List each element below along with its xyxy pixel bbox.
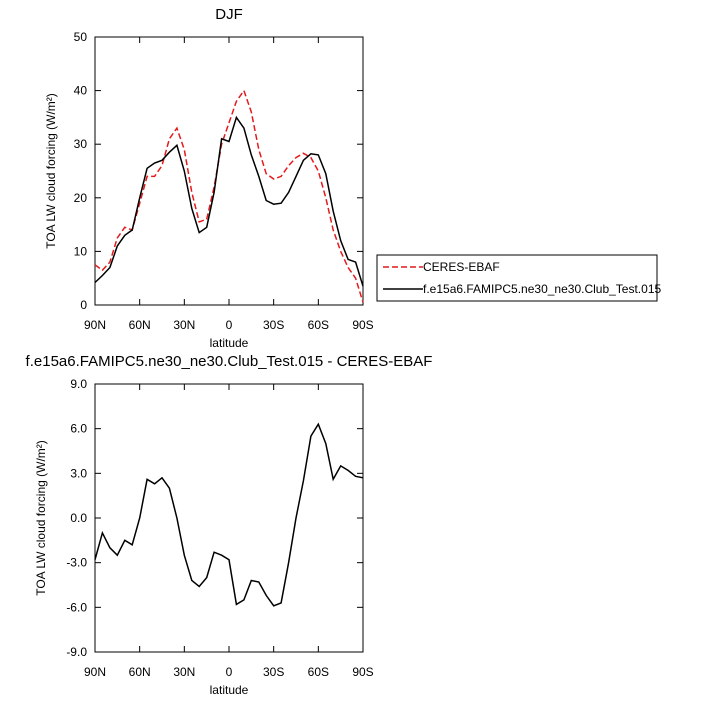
chart-title: DJF — [215, 6, 243, 23]
y-tick-label: -6.0 — [66, 600, 87, 614]
x-tick-label: 30N — [173, 318, 195, 332]
x-tick-label: 90S — [352, 318, 373, 332]
x-axis-label: latitude — [210, 336, 249, 350]
y-tick-label: -9.0 — [66, 645, 87, 659]
chart-title: f.e15a6.FAMIPC5.ne30_ne30.Club_Test.015 … — [26, 353, 433, 370]
x-tick-label: 60N — [129, 665, 151, 679]
x-tick-label: 0 — [226, 318, 233, 332]
y-tick-label: 20 — [74, 191, 88, 205]
y-tick-label: 0.0 — [70, 511, 87, 525]
x-tick-label: 90N — [84, 665, 106, 679]
y-tick-label: 3.0 — [70, 466, 87, 480]
data-line — [94, 115, 364, 287]
data-line — [94, 422, 364, 607]
x-tick-label: 60S — [308, 665, 329, 679]
y-tick-label: 10 — [74, 244, 88, 258]
y-tick-label: 30 — [74, 137, 88, 151]
x-tick-label: 30S — [263, 665, 284, 679]
y-tick-label: 6.0 — [70, 422, 87, 436]
x-tick-label: 60S — [308, 318, 329, 332]
data-line — [94, 88, 364, 303]
y-tick-label: -3.0 — [66, 556, 87, 570]
plot-frame — [94, 36, 364, 306]
y-axis-label: TOA LW cloud forcing (W/m²) — [34, 440, 48, 596]
y-tick-label: 0 — [80, 298, 87, 312]
y-tick-label: 9.0 — [70, 377, 87, 391]
legend-label: CERES-EBAF — [423, 260, 500, 274]
plot-frame — [94, 383, 364, 653]
x-tick-label: 30N — [173, 665, 195, 679]
y-tick-label: 40 — [74, 84, 88, 98]
y-tick-label: 50 — [74, 30, 88, 44]
x-axis-label: latitude — [210, 683, 249, 697]
x-tick-label: 60N — [129, 318, 151, 332]
x-tick-label: 90N — [84, 318, 106, 332]
y-axis-label: TOA LW cloud forcing (W/m²) — [44, 93, 58, 249]
x-tick-label: 30S — [263, 318, 284, 332]
x-tick-label: 90S — [352, 665, 373, 679]
legend-box — [376, 254, 658, 302]
x-tick-label: 0 — [226, 665, 233, 679]
legend-label: f.e15a6.FAMIPC5.ne30_ne30.Club_Test.015 — [423, 282, 661, 296]
